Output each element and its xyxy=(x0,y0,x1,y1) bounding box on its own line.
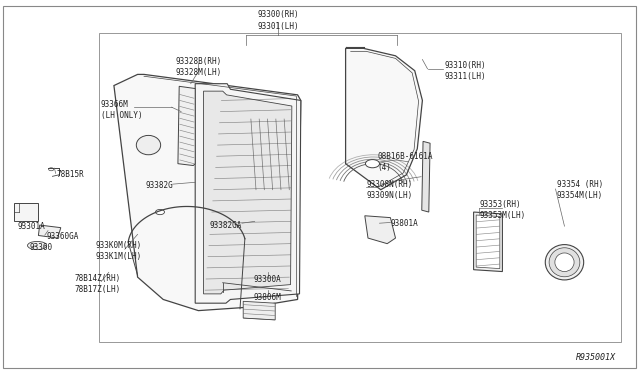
Ellipse shape xyxy=(136,135,161,155)
Text: 93366M
(LH ONLY): 93366M (LH ONLY) xyxy=(100,100,143,120)
Text: 93310(RH)
93311(LH): 93310(RH) 93311(LH) xyxy=(445,61,486,81)
Polygon shape xyxy=(178,86,195,166)
Polygon shape xyxy=(38,225,61,238)
Polygon shape xyxy=(474,212,502,272)
FancyBboxPatch shape xyxy=(99,33,621,342)
Polygon shape xyxy=(195,84,301,303)
Ellipse shape xyxy=(28,241,47,250)
Text: 93354 (RH)
93354M(LH): 93354 (RH) 93354M(LH) xyxy=(557,180,603,200)
Text: B: B xyxy=(371,161,374,166)
Polygon shape xyxy=(365,216,396,244)
Text: 93801A: 93801A xyxy=(390,219,418,228)
Text: 93806M: 93806M xyxy=(253,293,282,302)
Ellipse shape xyxy=(549,248,580,277)
Circle shape xyxy=(49,168,54,171)
Circle shape xyxy=(156,209,164,215)
Text: 93301A: 93301A xyxy=(17,222,45,231)
Ellipse shape xyxy=(545,245,584,280)
Text: 933K0M(RH)
933K1M(LH): 933K0M(RH) 933K1M(LH) xyxy=(95,241,141,261)
Text: R935001X: R935001X xyxy=(576,353,616,362)
Text: 93353(RH)
93353M(LH): 93353(RH) 93353M(LH) xyxy=(480,200,526,220)
Text: 93300A: 93300A xyxy=(253,275,282,284)
Text: 93308N(RH)
93309N(LH): 93308N(RH) 93309N(LH) xyxy=(366,180,412,200)
Text: 78B15R: 78B15R xyxy=(56,170,84,179)
Text: 93382G: 93382G xyxy=(145,182,173,190)
Text: 93328B(RH)
93328M(LH): 93328B(RH) 93328M(LH) xyxy=(175,57,221,77)
Ellipse shape xyxy=(555,253,574,272)
Text: 93360GA: 93360GA xyxy=(46,232,79,241)
Text: 93382GA: 93382GA xyxy=(209,221,242,230)
Text: 93360: 93360 xyxy=(29,243,52,252)
Polygon shape xyxy=(476,215,500,269)
Circle shape xyxy=(365,160,380,168)
Text: 08B16B-6161A
(4): 08B16B-6161A (4) xyxy=(378,152,433,172)
Polygon shape xyxy=(422,141,430,212)
Polygon shape xyxy=(243,301,275,320)
Text: 78B14Z(RH)
78B17Z(LH): 78B14Z(RH) 78B17Z(LH) xyxy=(75,274,121,294)
Polygon shape xyxy=(346,48,422,190)
FancyBboxPatch shape xyxy=(14,203,38,221)
Polygon shape xyxy=(114,74,301,311)
FancyBboxPatch shape xyxy=(3,6,636,368)
Text: 93300(RH)
93301(LH): 93300(RH) 93301(LH) xyxy=(257,10,300,31)
Polygon shape xyxy=(204,91,292,294)
